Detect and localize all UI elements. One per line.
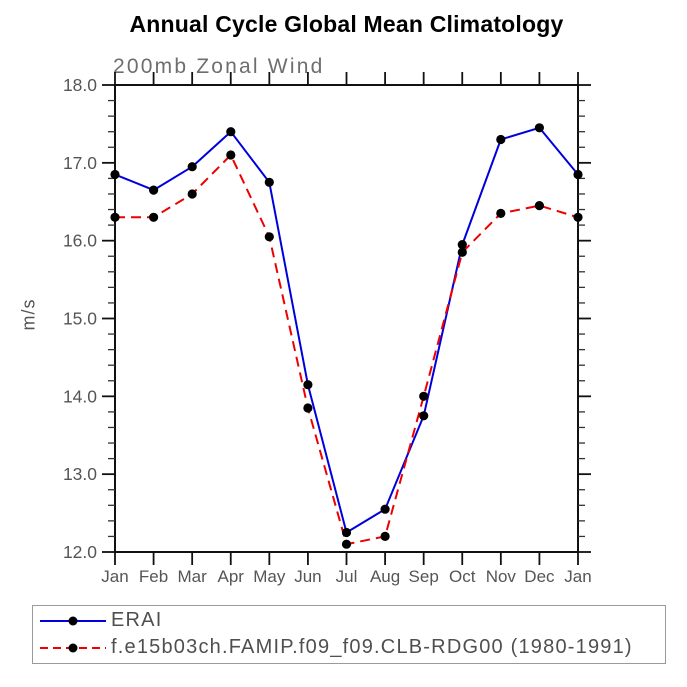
x-tick-label: Sep: [409, 567, 439, 586]
data-point-erai: [457, 240, 467, 250]
data-point-erai: [534, 123, 545, 133]
data-point-model: [303, 403, 313, 413]
data-point-erai: [187, 162, 197, 172]
series-line-erai: [114, 126, 579, 534]
x-tick-label: Aug: [370, 567, 400, 586]
data-point-model: [534, 201, 545, 211]
chart-title: Annual Cycle Global Mean Climatology: [129, 11, 564, 37]
y-tick-label: 15.0: [63, 309, 97, 329]
data-point-erai: [264, 177, 274, 187]
data-point-model: [573, 212, 583, 222]
y-tick-label: 18.0: [63, 75, 97, 95]
y-tick-label: 16.0: [63, 231, 97, 251]
x-tick-label: Jan: [101, 567, 128, 586]
data-point-model: [419, 391, 429, 401]
data-point-erai: [149, 185, 159, 195]
plot-area: 12.0 13.0 14.0 15.0 16.0 17.0 18.0 Jan Feb Mar Apr…: [63, 72, 592, 586]
x-tick-label: Apr: [218, 567, 245, 586]
data-point-erai: [380, 504, 390, 514]
data-point-erai: [341, 527, 352, 538]
data-point-erai: [303, 380, 313, 390]
data-point-model: [187, 189, 197, 199]
data-point-model: [110, 212, 120, 222]
x-tick-label: Oct: [449, 567, 476, 586]
data-point-model: [149, 212, 159, 222]
data-point-erai: [226, 127, 236, 137]
x-tick-label: Jan: [564, 567, 591, 586]
legend-marker-dot-icon: [68, 643, 78, 653]
y-tick-label: 17.0: [63, 153, 97, 173]
y-tick-label: 14.0: [63, 386, 97, 406]
data-point-model: [457, 247, 467, 257]
x-tick-label: Dec: [524, 567, 555, 586]
axis-frame: [114, 84, 579, 553]
series-line-model: [115, 154, 579, 546]
data-point-erai: [110, 169, 120, 180]
legend-sample-model: [40, 643, 106, 653]
y-tick-label: 13.0: [63, 464, 97, 484]
data-point-model: [264, 232, 274, 242]
legend-row-model: f.e15b03ch.FAMIP.f09_f09.CLB-RDG00 (1980…: [37, 635, 665, 661]
legend-row-erai: ERAI: [37, 608, 665, 634]
x-tick-label: Jul: [336, 567, 358, 586]
chart-svg: 12.0 13.0 14.0 15.0 16.0 17.0 18.0 Jan Feb Mar Apr…: [63, 72, 592, 586]
data-point-model: [341, 539, 352, 549]
legend-sample-erai: [40, 616, 106, 626]
data-point-model: [496, 208, 506, 218]
x-tick-label: Mar: [178, 567, 208, 586]
legend-label-model: f.e15b03ch.FAMIP.f09_f09.CLB-RDG00 (1980…: [111, 635, 633, 658]
x-tick-label: Jun: [294, 567, 321, 586]
y-tick-label: 12.0: [63, 542, 97, 562]
legend-marker-dot-icon: [68, 616, 78, 626]
data-point-erai: [573, 169, 583, 180]
x-tick-label: Nov: [486, 567, 517, 586]
legend-label-erai: ERAI: [111, 609, 163, 632]
data-point-erai: [419, 411, 429, 421]
x-tick-label: Feb: [139, 567, 168, 586]
data-point-erai: [496, 134, 506, 145]
data-point-model: [380, 531, 390, 542]
legend-box: ERAI f.e15b03ch.FAMIP.f09_f09.CLB-RDG00 …: [32, 605, 666, 664]
x-tick-label: May: [253, 567, 286, 586]
data-point-model: [226, 150, 236, 160]
